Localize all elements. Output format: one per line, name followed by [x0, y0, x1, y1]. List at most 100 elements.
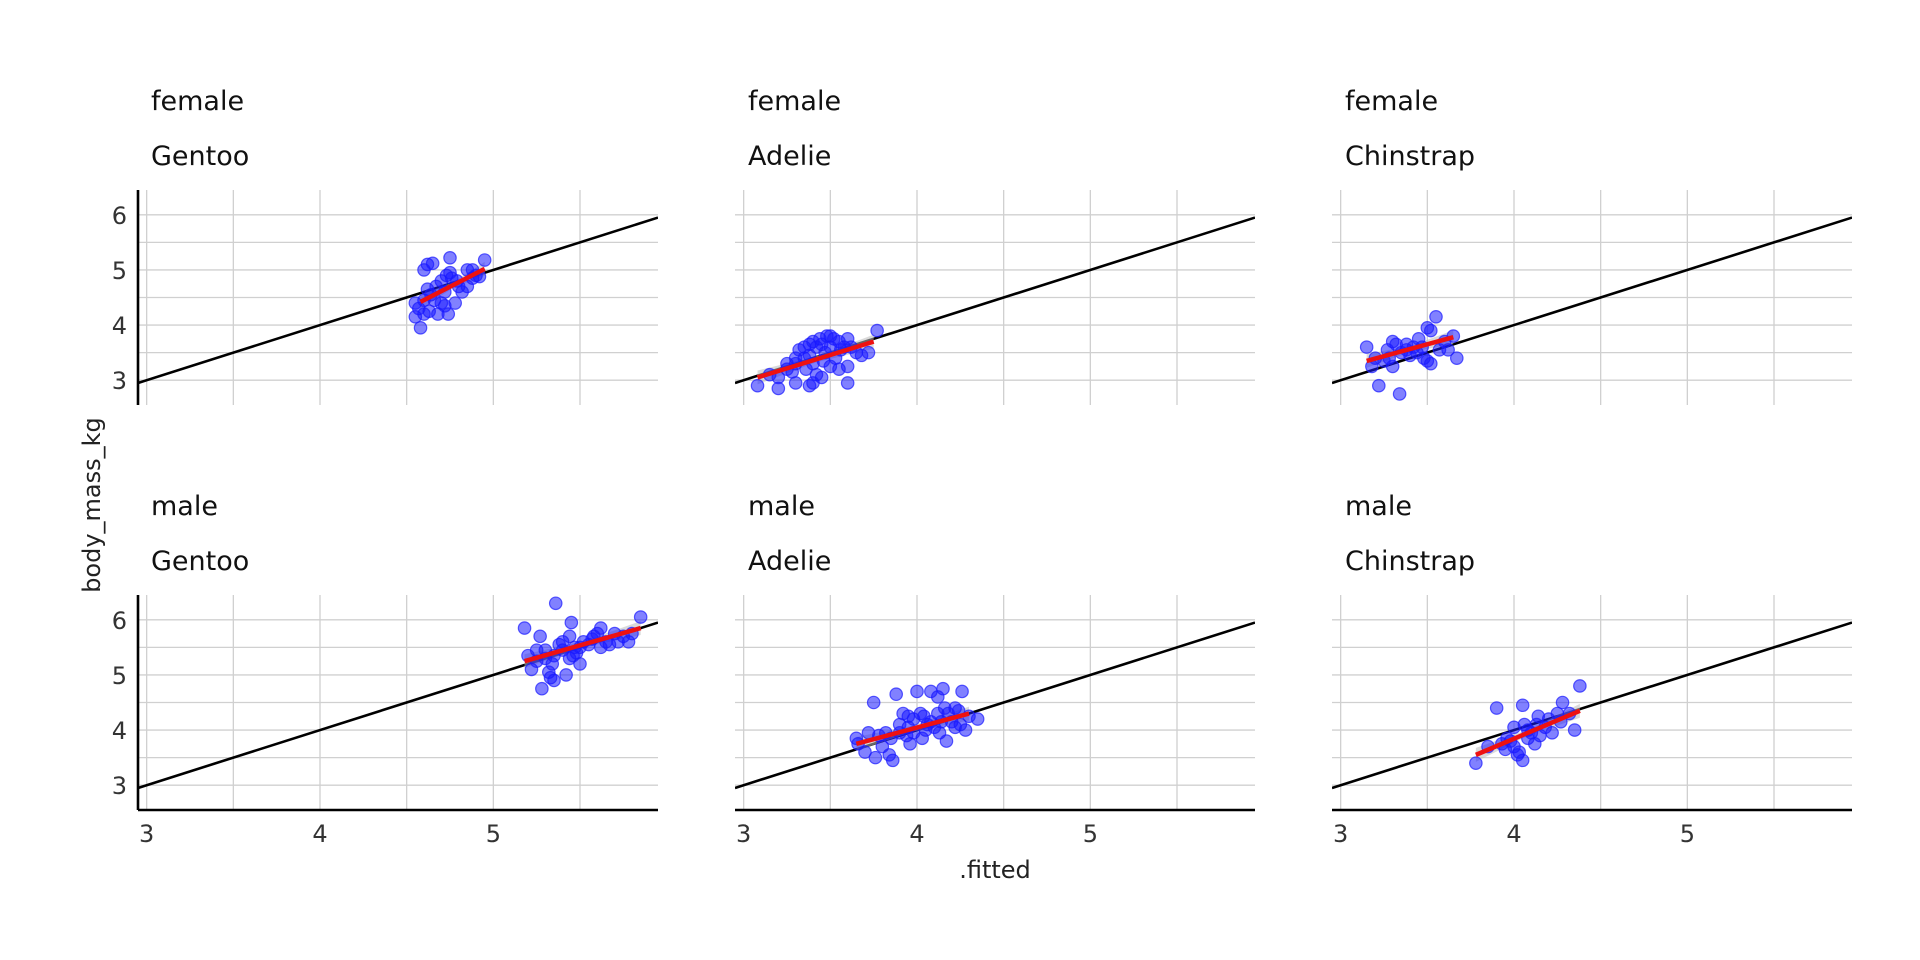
data-point: [802, 337, 817, 352]
facet-strip-species: Chinstrap: [1345, 141, 1475, 172]
data-point: [939, 734, 954, 748]
panel-plot-area: [138, 596, 658, 790]
data-point: [535, 681, 549, 696]
data-point: [533, 629, 547, 644]
panel-plot-area: [138, 216, 658, 385]
fitted-regression-line: [523, 625, 642, 664]
x-tick-label: 3: [736, 820, 751, 848]
panel-plot-area: [735, 621, 1255, 790]
data-point: [1441, 343, 1455, 357]
data-point: [1359, 340, 1374, 354]
y-tick-label: 4: [112, 312, 127, 340]
data-point: [1545, 726, 1559, 740]
facet-panel-female-chinstrap: female Chinstrap: [1332, 86, 1852, 405]
fitted-regression-line: [855, 711, 970, 747]
data-point: [1420, 321, 1435, 335]
data-point: [425, 256, 440, 271]
panel-plot-area: [735, 216, 1255, 396]
x-tick-label: 4: [1506, 820, 1521, 848]
data-point: [1507, 720, 1521, 735]
y-tick-label: 5: [112, 257, 127, 285]
facet-strip-sex: female: [151, 86, 244, 117]
data-point: [832, 362, 846, 376]
data-point: [1531, 709, 1546, 724]
facet-strip-sex: male: [1345, 491, 1412, 522]
data-point: [1429, 309, 1443, 324]
data-point: [866, 695, 881, 710]
y-axis-title: body_mass_kg: [78, 417, 106, 593]
data-point: [814, 370, 829, 385]
data-point: [443, 251, 457, 265]
facet-strip-species: Adelie: [748, 141, 831, 172]
data-point: [441, 307, 456, 321]
fitted-regression-line: [1366, 335, 1454, 364]
data-point: [1392, 387, 1407, 401]
data-point: [958, 723, 973, 737]
facet-strip-sex: male: [748, 491, 815, 522]
data-point: [930, 690, 945, 704]
data-point: [1385, 359, 1400, 374]
facet-panel-male-adelie: male Adelie 3 4 5: [735, 491, 1255, 848]
data-point: [555, 635, 570, 649]
data-point: [548, 596, 563, 611]
data-point: [840, 376, 855, 390]
facet-panel-female-adelie: female Adelie: [735, 86, 1255, 405]
panel-plot-area: [1332, 621, 1852, 790]
data-point: [443, 265, 457, 280]
data-point: [448, 296, 462, 310]
data-point: [562, 651, 577, 666]
data-point: [1469, 756, 1483, 770]
data-point: [955, 684, 969, 699]
data-point: [970, 712, 985, 726]
data-point: [413, 321, 428, 335]
facet-strip-sex: female: [748, 86, 841, 117]
data-point: [621, 635, 636, 649]
facet-strip-species: Adelie: [748, 546, 831, 577]
identity-reference-line: [735, 621, 1255, 790]
x-tick-label: 3: [1333, 820, 1348, 848]
facet-strip-species: Gentoo: [151, 546, 249, 577]
x-tick-label: 3: [139, 820, 154, 848]
x-tick-label: 5: [486, 820, 501, 848]
x-tick-label: 4: [909, 820, 924, 848]
data-point: [1424, 356, 1438, 371]
data-point: [1515, 698, 1530, 713]
data-point: [559, 668, 573, 682]
facet-strip-species: Chinstrap: [1345, 546, 1475, 577]
data-point: [885, 753, 900, 768]
x-tick-label: 4: [312, 820, 327, 848]
data-point: [477, 253, 492, 267]
identity-reference-line: [138, 216, 658, 385]
data-point: [910, 684, 924, 699]
data-point: [1372, 378, 1386, 393]
y-tick-label: 3: [112, 772, 127, 800]
data-point: [593, 621, 608, 635]
identity-reference-line: [1332, 621, 1852, 790]
data-point: [948, 701, 962, 715]
data-point: [633, 610, 648, 624]
data-point: [858, 745, 872, 759]
data-point: [1573, 679, 1587, 693]
data-point: [1555, 695, 1570, 710]
y-tick-label: 4: [112, 717, 127, 745]
fitted-regression-line: [1474, 708, 1581, 757]
y-tick-label: 5: [112, 662, 127, 690]
data-point: [870, 323, 884, 338]
facet-panel-male-chinstrap: male Chinstrap 3 4 5: [1332, 491, 1852, 848]
y-tick-label: 6: [112, 607, 127, 635]
data-point: [889, 687, 903, 702]
fitted-regression-line: [419, 266, 486, 304]
data-point: [1567, 723, 1582, 737]
data-point: [813, 332, 827, 346]
facet-panel-male-gentoo: male Gentoo 3 4 5 6 3 4 5: [112, 491, 658, 848]
facet-panel-female-gentoo: female Gentoo 3 4 5 6: [112, 86, 658, 405]
data-point: [547, 673, 561, 688]
data-point: [840, 332, 855, 346]
data-point: [564, 615, 579, 630]
data-point: [1450, 351, 1464, 365]
x-tick-label: 5: [1680, 820, 1695, 848]
y-tick-label: 3: [112, 367, 127, 395]
data-point: [517, 621, 532, 635]
data-point: [861, 345, 876, 360]
